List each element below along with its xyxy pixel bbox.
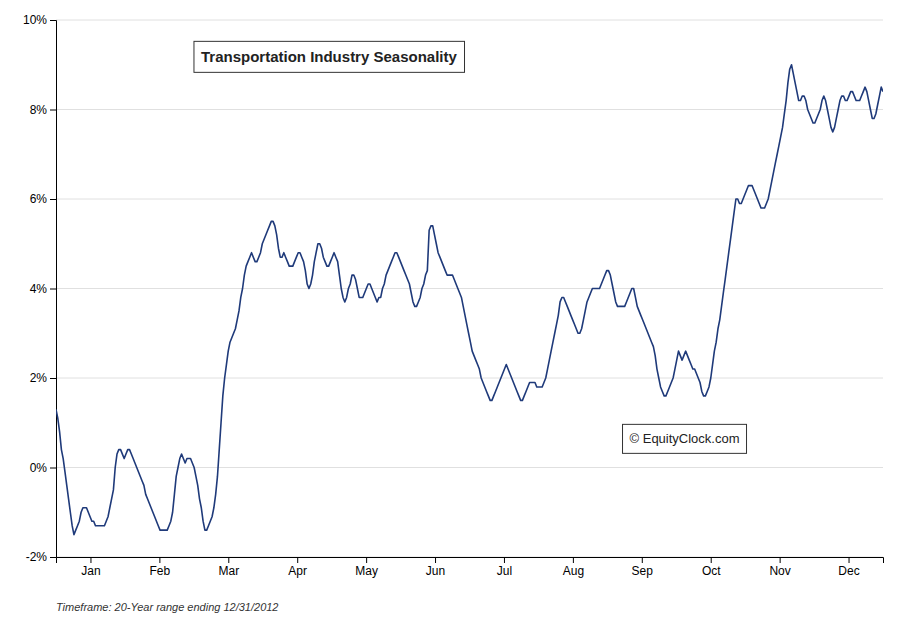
y-tick-mark [50,378,56,379]
x-tick-label: Mar [218,564,239,578]
x-tick-label: Jul [497,564,512,578]
chart-svg: Jan Feb Mar Apr May Jun Jul Aug Sep Oct Nov Dec -2% 0… [0,0,911,623]
x-tick-mark [504,557,505,563]
x-tick: Jan [81,557,100,578]
y-tick: -2% [26,550,56,564]
chart-container: Jan Feb Mar Apr May Jun Jul Aug Sep Oct Nov Dec -2% 0… [0,0,911,623]
x-tick: Jun [426,557,445,578]
x-tick-mark [642,557,643,563]
grid [56,20,883,557]
x-tick-label: Sep [632,564,654,578]
grid-line [56,20,883,21]
y-axis-line [50,21,57,558]
y-axis: -2% 0% 2% 4% 6% 8% 10% [23,13,57,564]
text-layer: Transportation Industry Seasonality © Equ… [194,41,747,453]
y-tick-mark [50,468,56,469]
x-tick-label: Oct [702,564,721,578]
x-tick-mark [573,557,574,563]
y-tick-label: 0% [30,461,48,475]
y-tick-label: 4% [30,282,48,296]
x-tick-label: May [355,564,378,578]
y-tick: 2% [30,371,56,385]
x-tick: Nov [769,557,790,578]
annotation-group: © EquityClock.com [623,424,747,453]
x-tick: Apr [288,557,307,578]
chart-title: Transportation Industry Seasonality [201,48,458,65]
y-tick-label: 6% [30,192,48,206]
x-tick-mark [780,557,781,563]
x-tick-mark [90,557,91,563]
chart-subtitle: Timeframe: 20-Year range ending 12/31/20… [56,601,279,613]
grid-line [56,288,883,289]
x-tick-label: Jun [426,564,445,578]
y-tick-mark [50,289,56,290]
annotation-box [623,424,747,453]
y-tick-label: 10% [23,13,47,27]
x-tick: Oct [702,557,721,578]
y-tick: 10% [23,13,56,27]
chart-title-group: Transportation Industry Seasonality [194,41,465,72]
y-tick: 8% [30,103,56,117]
y-tick-label: 8% [30,103,48,117]
grid-line [56,467,883,468]
data-layer [56,65,883,535]
y-tick-mark [50,20,56,21]
x-tick: Aug [563,557,584,578]
grid-line [56,199,883,200]
x-tick-mark [297,557,298,563]
y-tick: 6% [30,192,56,206]
x-tick: May [355,557,378,578]
x-tick: Dec [838,557,859,578]
x-axis: Jan Feb Mar Apr May Jun Jul Aug Sep Oct Nov Dec [57,557,884,578]
x-tick-mark [159,557,160,563]
chart-title-box [194,41,465,72]
data-line [56,65,883,535]
y-tick: 4% [30,282,56,296]
x-tick-mark [849,557,850,563]
grid-line [56,109,883,110]
annotation: © EquityClock.com [630,431,740,446]
x-tick-mark [366,557,367,563]
y-tick-mark [50,557,56,558]
x-tick: Mar [218,557,239,578]
y-tick-mark [50,110,56,111]
x-tick: Sep [632,557,654,578]
x-tick-label: Nov [769,564,790,578]
x-tick: Jul [497,557,512,578]
grid-line [56,378,883,379]
plot-area: Jan Feb Mar Apr May Jun Jul Aug Sep Oct Nov Dec -2% 0… [23,13,884,577]
y-tick-label: 2% [30,371,48,385]
x-tick-label: Apr [288,564,307,578]
y-tick-label: -2% [26,550,48,564]
x-tick-label: Dec [838,564,859,578]
x-tick-mark [711,557,712,563]
x-tick-label: Aug [563,564,584,578]
x-tick-mark [435,557,436,563]
y-tick: 0% [30,461,56,475]
x-tick: Feb [150,557,171,578]
y-tick-mark [50,199,56,200]
x-tick-label: Feb [150,564,171,578]
x-tick-label: Jan [81,564,100,578]
x-tick-mark [228,557,229,563]
x-axis-line [57,558,884,564]
